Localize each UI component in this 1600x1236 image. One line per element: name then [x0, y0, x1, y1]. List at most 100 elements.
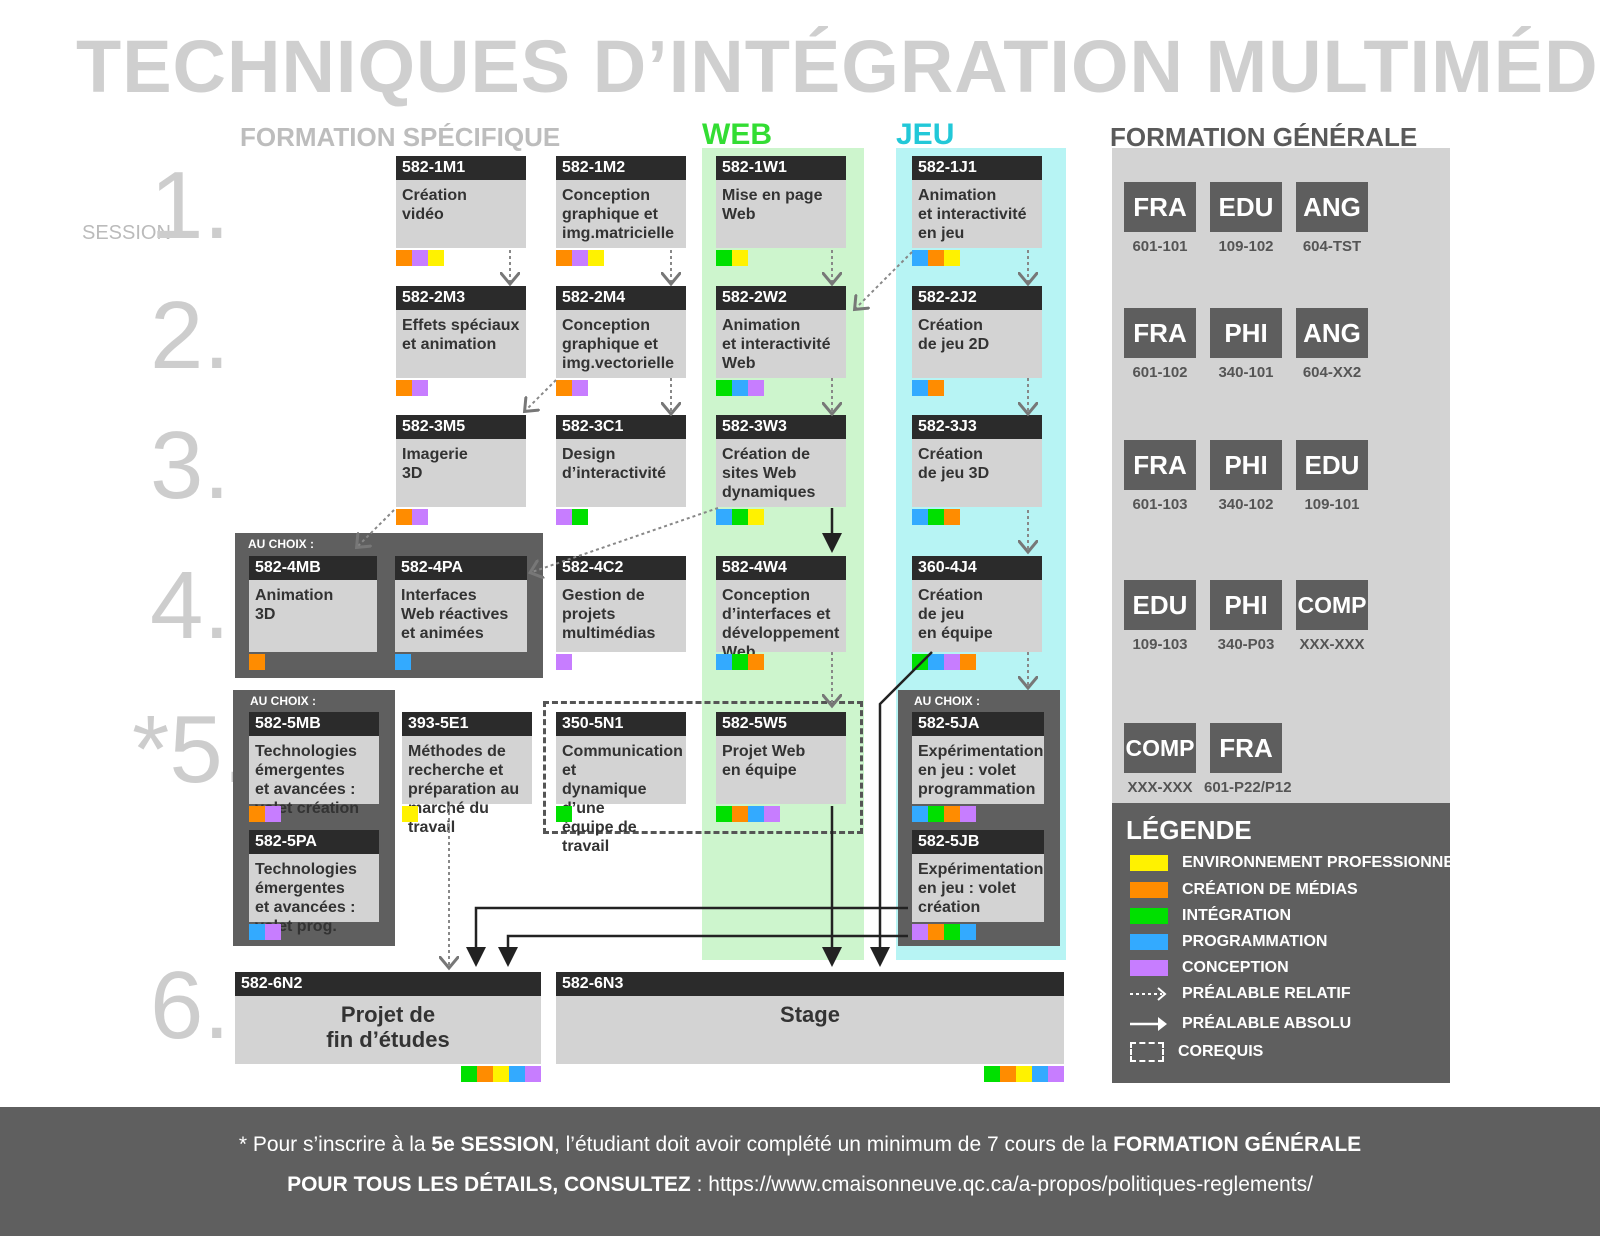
swatch-conception	[412, 250, 428, 266]
course-name: Méthodes de recherche et préparation au …	[402, 736, 532, 836]
footer-text-d: FORMATION GÉNÉRALE	[1113, 1133, 1362, 1156]
swatch-programmation	[716, 654, 732, 670]
swatch-programmation	[395, 654, 411, 670]
general-subject-edu: EDU	[1210, 182, 1282, 232]
legend-swatch-programmation	[1130, 934, 1168, 950]
general-subject-comp: COMP	[1296, 580, 1368, 630]
swatch-programmation	[960, 924, 976, 940]
swatch-integration	[461, 1066, 477, 1082]
legend-relative: PRÉALABLE RELATIF	[1130, 985, 1351, 1003]
swatch-creation-medias	[928, 250, 944, 266]
course-card-582-1j1: 582-1J1 Animation et interactivité en jeu	[912, 156, 1042, 266]
general-code: 340-P03	[1217, 636, 1275, 653]
course-code: 582-3M5	[396, 415, 526, 439]
legend-label-relative: PRÉALABLE RELATIF	[1182, 985, 1351, 1002]
swatch-conception	[764, 806, 780, 822]
legend-env-pro: ENVIRONNEMENT PROFESSIONNEL	[1130, 854, 1464, 872]
general-subject-edu: EDU	[1124, 580, 1196, 630]
session-2: 2.	[150, 282, 231, 389]
swatch-conception	[572, 250, 588, 266]
general-code: 604-TST	[1302, 238, 1362, 255]
course-name: Conception d’interfaces et développement…	[716, 580, 846, 661]
course-card-582-1m1: 582-1M1 Création vidéo	[396, 156, 526, 266]
swatch-integration	[716, 806, 732, 822]
course-code: 582-4PA	[395, 556, 527, 580]
course-swatches	[402, 806, 532, 822]
course-swatches	[912, 380, 1042, 396]
swatch-creation-medias	[396, 380, 412, 396]
legend-label-creation: CRÉATION DE MÉDIAS	[1182, 881, 1358, 898]
swatch-integration	[716, 250, 732, 266]
swatch-programmation	[912, 509, 928, 525]
course-code: 350-5N1	[556, 712, 686, 736]
general-code: 601-103	[1132, 496, 1188, 513]
swatch-creation-medias	[1000, 1066, 1016, 1082]
general-code: XXX-XXX	[1299, 636, 1365, 653]
general-subject-ang: ANG	[1296, 308, 1368, 358]
header-specific: FORMATION SPÉCIFIQUE	[240, 122, 561, 152]
swatch-programmation	[912, 250, 928, 266]
session-4: 4.	[150, 552, 231, 659]
swatch-programmation	[748, 806, 764, 822]
course-card-582-2j2: 582-2J2 Création de jeu 2D	[912, 286, 1042, 396]
legend-label-absolute: PRÉALABLE ABSOLU	[1182, 1015, 1352, 1032]
swatch-conception	[748, 380, 764, 396]
course-code: 582-3W3	[716, 415, 846, 439]
session-6: 6.	[150, 952, 231, 1059]
course-code: 582-5JA	[912, 712, 1044, 736]
course-swatches	[396, 380, 526, 396]
legend-programmation: PROGRAMMATION	[1130, 933, 1327, 951]
swatch-integration	[556, 806, 572, 822]
course-code: 582-5MB	[249, 712, 379, 736]
footer-details-label: POUR TOUS LES DÉTAILS, CONSULTEZ	[287, 1173, 691, 1196]
course-name: Animation et interactivité en jeu	[912, 180, 1042, 248]
course-code: 582-2W2	[716, 286, 846, 310]
dotted-arrow-icon	[1130, 987, 1167, 1001]
course-code: 582-1M2	[556, 156, 686, 180]
swatch-env-pro	[748, 509, 764, 525]
page-title: TECHNIQUES D’INTÉGRATION MULTIMÉDIA	[76, 25, 1600, 108]
legend-swatch-creation	[1130, 882, 1168, 898]
course-code: 393-5E1	[402, 712, 532, 736]
course-swatches	[396, 250, 526, 266]
general-subject-comp: COMP	[1124, 723, 1196, 773]
legend-creation: CRÉATION DE MÉDIAS	[1130, 881, 1358, 899]
swatch-programmation	[249, 924, 265, 940]
legend-conception: CONCEPTION	[1130, 959, 1289, 977]
course-name: Création de jeu 2D	[912, 310, 1042, 378]
general-code: 109-102	[1218, 238, 1274, 255]
course-card-582-4pa: 582-4PA Interfaces Web réactives et animé…	[395, 556, 527, 670]
course-card-582-6n2: 582-6N2 Projet de fin d’études	[235, 972, 541, 1082]
general-subject-fra: FRA	[1124, 182, 1196, 232]
course-code: 582-5W5	[716, 712, 846, 736]
swatch-env-pro	[493, 1066, 509, 1082]
course-card-582-2m4: 582-2M4 Conception graphique et img.vecto…	[556, 286, 686, 396]
swatch-creation-medias	[944, 509, 960, 525]
general-code: XXX-XXX	[1127, 779, 1193, 796]
general-code: 601-101	[1132, 238, 1188, 255]
session-3: 3.	[150, 412, 231, 519]
course-swatches	[912, 250, 1042, 266]
course-swatches	[716, 806, 846, 822]
footer-url[interactable]: : https://www.cmaisonneuve.qc.ca/a-propo…	[690, 1173, 1313, 1196]
course-code: 360-4J4	[912, 556, 1042, 580]
course-swatches	[556, 250, 686, 266]
swatch-env-pro	[732, 250, 748, 266]
course-card-582-1m2: 582-1M2 Conception graphique et img.matri…	[556, 156, 686, 266]
course-code: 582-1J1	[912, 156, 1042, 180]
swatch-integration	[928, 806, 944, 822]
legend-label-integration: INTÉGRATION	[1182, 907, 1292, 924]
course-name: Imagerie 3D	[396, 439, 526, 507]
general-code: 601-P22/P12	[1204, 779, 1292, 796]
legend-integration: INTÉGRATION	[1130, 907, 1291, 925]
course-card-582-3m5: 582-3M5 Imagerie 3D	[396, 415, 526, 525]
course-name: Technologies émergentes et avancées : vo…	[249, 854, 379, 935]
course-name: Interfaces Web réactives et animées	[395, 580, 527, 652]
course-card-582-6n3: 582-6N3 Stage	[556, 972, 1064, 1082]
footer-text-c: , l’étudiant doit avoir complété un mini…	[553, 1133, 1114, 1156]
choice-label-s5-right: AU CHOIX :	[914, 694, 980, 708]
swatch-env-pro	[588, 250, 604, 266]
session-1: 1.	[150, 152, 231, 259]
course-card-582-5mb: 582-5MB Technologies émergentes et avancé…	[249, 712, 379, 822]
course-swatches	[716, 654, 846, 670]
